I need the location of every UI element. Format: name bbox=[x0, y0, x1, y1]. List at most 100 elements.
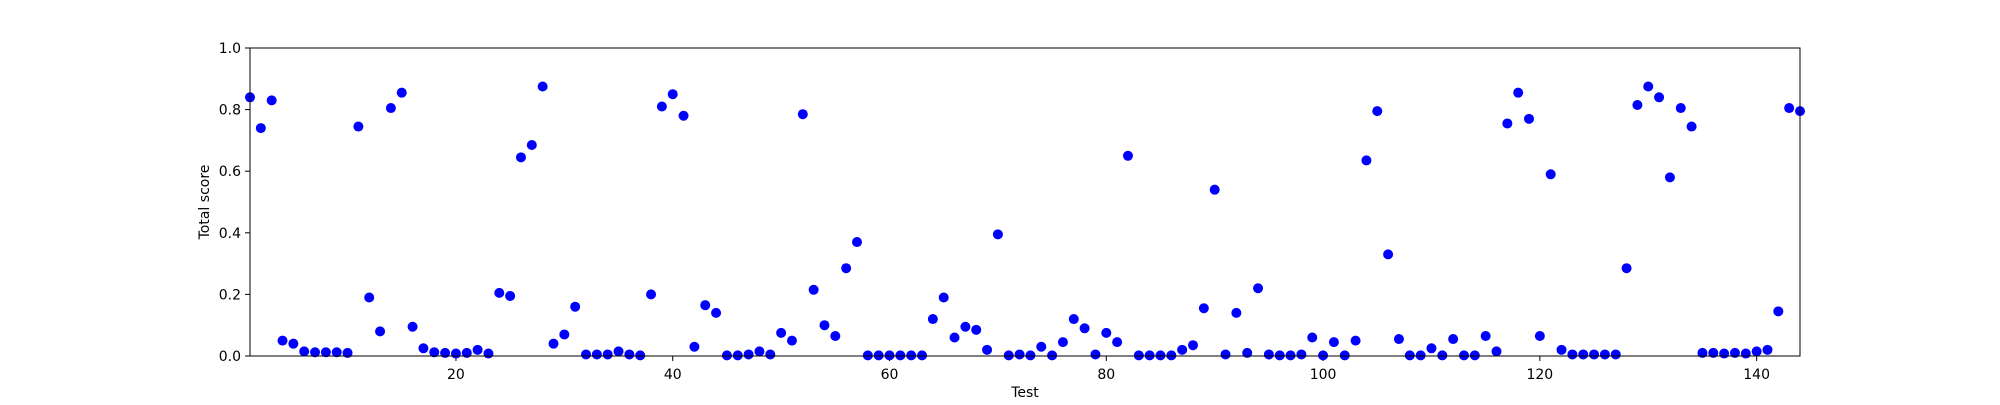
data-point bbox=[1274, 350, 1285, 361]
data-point bbox=[1177, 344, 1188, 355]
data-point bbox=[1448, 334, 1459, 345]
data-point bbox=[797, 109, 808, 120]
data-point bbox=[808, 284, 819, 295]
data-point bbox=[1155, 350, 1166, 361]
data-point bbox=[700, 300, 711, 311]
data-point bbox=[819, 320, 830, 331]
data-point bbox=[949, 332, 960, 343]
data-point bbox=[1025, 350, 1036, 361]
data-point bbox=[667, 89, 678, 100]
data-point bbox=[288, 338, 299, 349]
data-point bbox=[310, 347, 321, 358]
data-point bbox=[646, 289, 657, 300]
data-point bbox=[1415, 350, 1426, 361]
data-point bbox=[396, 87, 407, 98]
data-point bbox=[1231, 307, 1242, 318]
data-point bbox=[1534, 330, 1545, 341]
data-point bbox=[472, 344, 483, 355]
data-point bbox=[1599, 349, 1610, 360]
data-point bbox=[906, 350, 917, 361]
data-point bbox=[1664, 172, 1675, 183]
data-point bbox=[266, 95, 277, 106]
data-point bbox=[960, 321, 971, 332]
data-point bbox=[1101, 327, 1112, 338]
data-point bbox=[1242, 347, 1253, 358]
data-point bbox=[1350, 335, 1361, 346]
data-point bbox=[1068, 314, 1079, 325]
data-point bbox=[570, 301, 581, 312]
data-point bbox=[1643, 81, 1654, 92]
x-tick-label: 80 bbox=[1097, 367, 1115, 383]
data-point bbox=[591, 349, 602, 360]
data-point bbox=[450, 348, 461, 359]
data-point bbox=[1339, 350, 1350, 361]
data-point bbox=[1361, 155, 1372, 166]
data-point bbox=[1751, 346, 1762, 357]
data-point bbox=[1719, 348, 1730, 359]
data-point bbox=[711, 307, 722, 318]
data-point bbox=[1426, 343, 1437, 354]
data-point bbox=[1144, 350, 1155, 361]
plot-frame bbox=[249, 47, 1801, 357]
data-point bbox=[255, 123, 266, 134]
y-tick-label: 0.4 bbox=[219, 226, 241, 242]
data-point bbox=[1079, 323, 1090, 334]
data-point bbox=[1188, 340, 1199, 351]
data-point bbox=[1545, 169, 1556, 180]
x-axis-label: Test bbox=[1010, 385, 1039, 400]
data-point bbox=[1003, 350, 1014, 361]
data-point bbox=[1057, 337, 1068, 348]
y-axis-label: Total score bbox=[197, 165, 213, 241]
data-point bbox=[1307, 332, 1318, 343]
data-point bbox=[505, 290, 516, 301]
data-point bbox=[1762, 344, 1773, 355]
data-point bbox=[375, 326, 386, 337]
x-tick-label: 120 bbox=[1526, 367, 1553, 383]
data-point bbox=[1632, 99, 1643, 110]
data-point bbox=[656, 101, 667, 112]
data-point bbox=[1198, 303, 1209, 314]
data-point bbox=[1220, 349, 1231, 360]
data-point bbox=[515, 152, 526, 163]
data-point bbox=[1621, 263, 1632, 274]
data-point bbox=[1253, 283, 1264, 294]
data-point bbox=[1556, 344, 1567, 355]
x-tick-label: 60 bbox=[881, 367, 899, 383]
y-tick-label: 1.0 bbox=[219, 41, 241, 57]
data-point bbox=[320, 347, 331, 358]
data-point bbox=[1480, 330, 1491, 341]
data-point bbox=[884, 350, 895, 361]
data-point bbox=[1740, 348, 1751, 359]
data-point bbox=[494, 287, 505, 298]
data-point bbox=[765, 349, 776, 360]
data-point bbox=[1610, 349, 1621, 360]
data-point bbox=[1686, 121, 1697, 132]
data-point bbox=[440, 347, 451, 358]
data-point bbox=[1328, 337, 1339, 348]
data-point bbox=[1469, 350, 1480, 361]
data-point bbox=[1372, 106, 1383, 117]
data-point bbox=[1133, 350, 1144, 361]
data-point bbox=[830, 330, 841, 341]
data-point bbox=[992, 229, 1003, 240]
data-point bbox=[1567, 349, 1578, 360]
data-point bbox=[689, 341, 700, 352]
data-point bbox=[1296, 349, 1307, 360]
data-point bbox=[776, 327, 787, 338]
y-tick-label: 0.2 bbox=[219, 287, 241, 303]
data-point bbox=[873, 350, 884, 361]
y-tick-label: 0.6 bbox=[219, 164, 241, 180]
data-point bbox=[1112, 337, 1123, 348]
data-point bbox=[1708, 347, 1719, 358]
data-point bbox=[1578, 349, 1589, 360]
x-tick-label: 40 bbox=[664, 367, 682, 383]
data-point bbox=[581, 349, 592, 360]
data-point bbox=[385, 103, 396, 114]
data-point bbox=[1090, 349, 1101, 360]
data-point bbox=[537, 81, 548, 92]
data-point bbox=[851, 237, 862, 248]
data-point bbox=[526, 140, 537, 151]
y-tick-label: 0.8 bbox=[219, 103, 241, 119]
data-point bbox=[1675, 103, 1686, 114]
